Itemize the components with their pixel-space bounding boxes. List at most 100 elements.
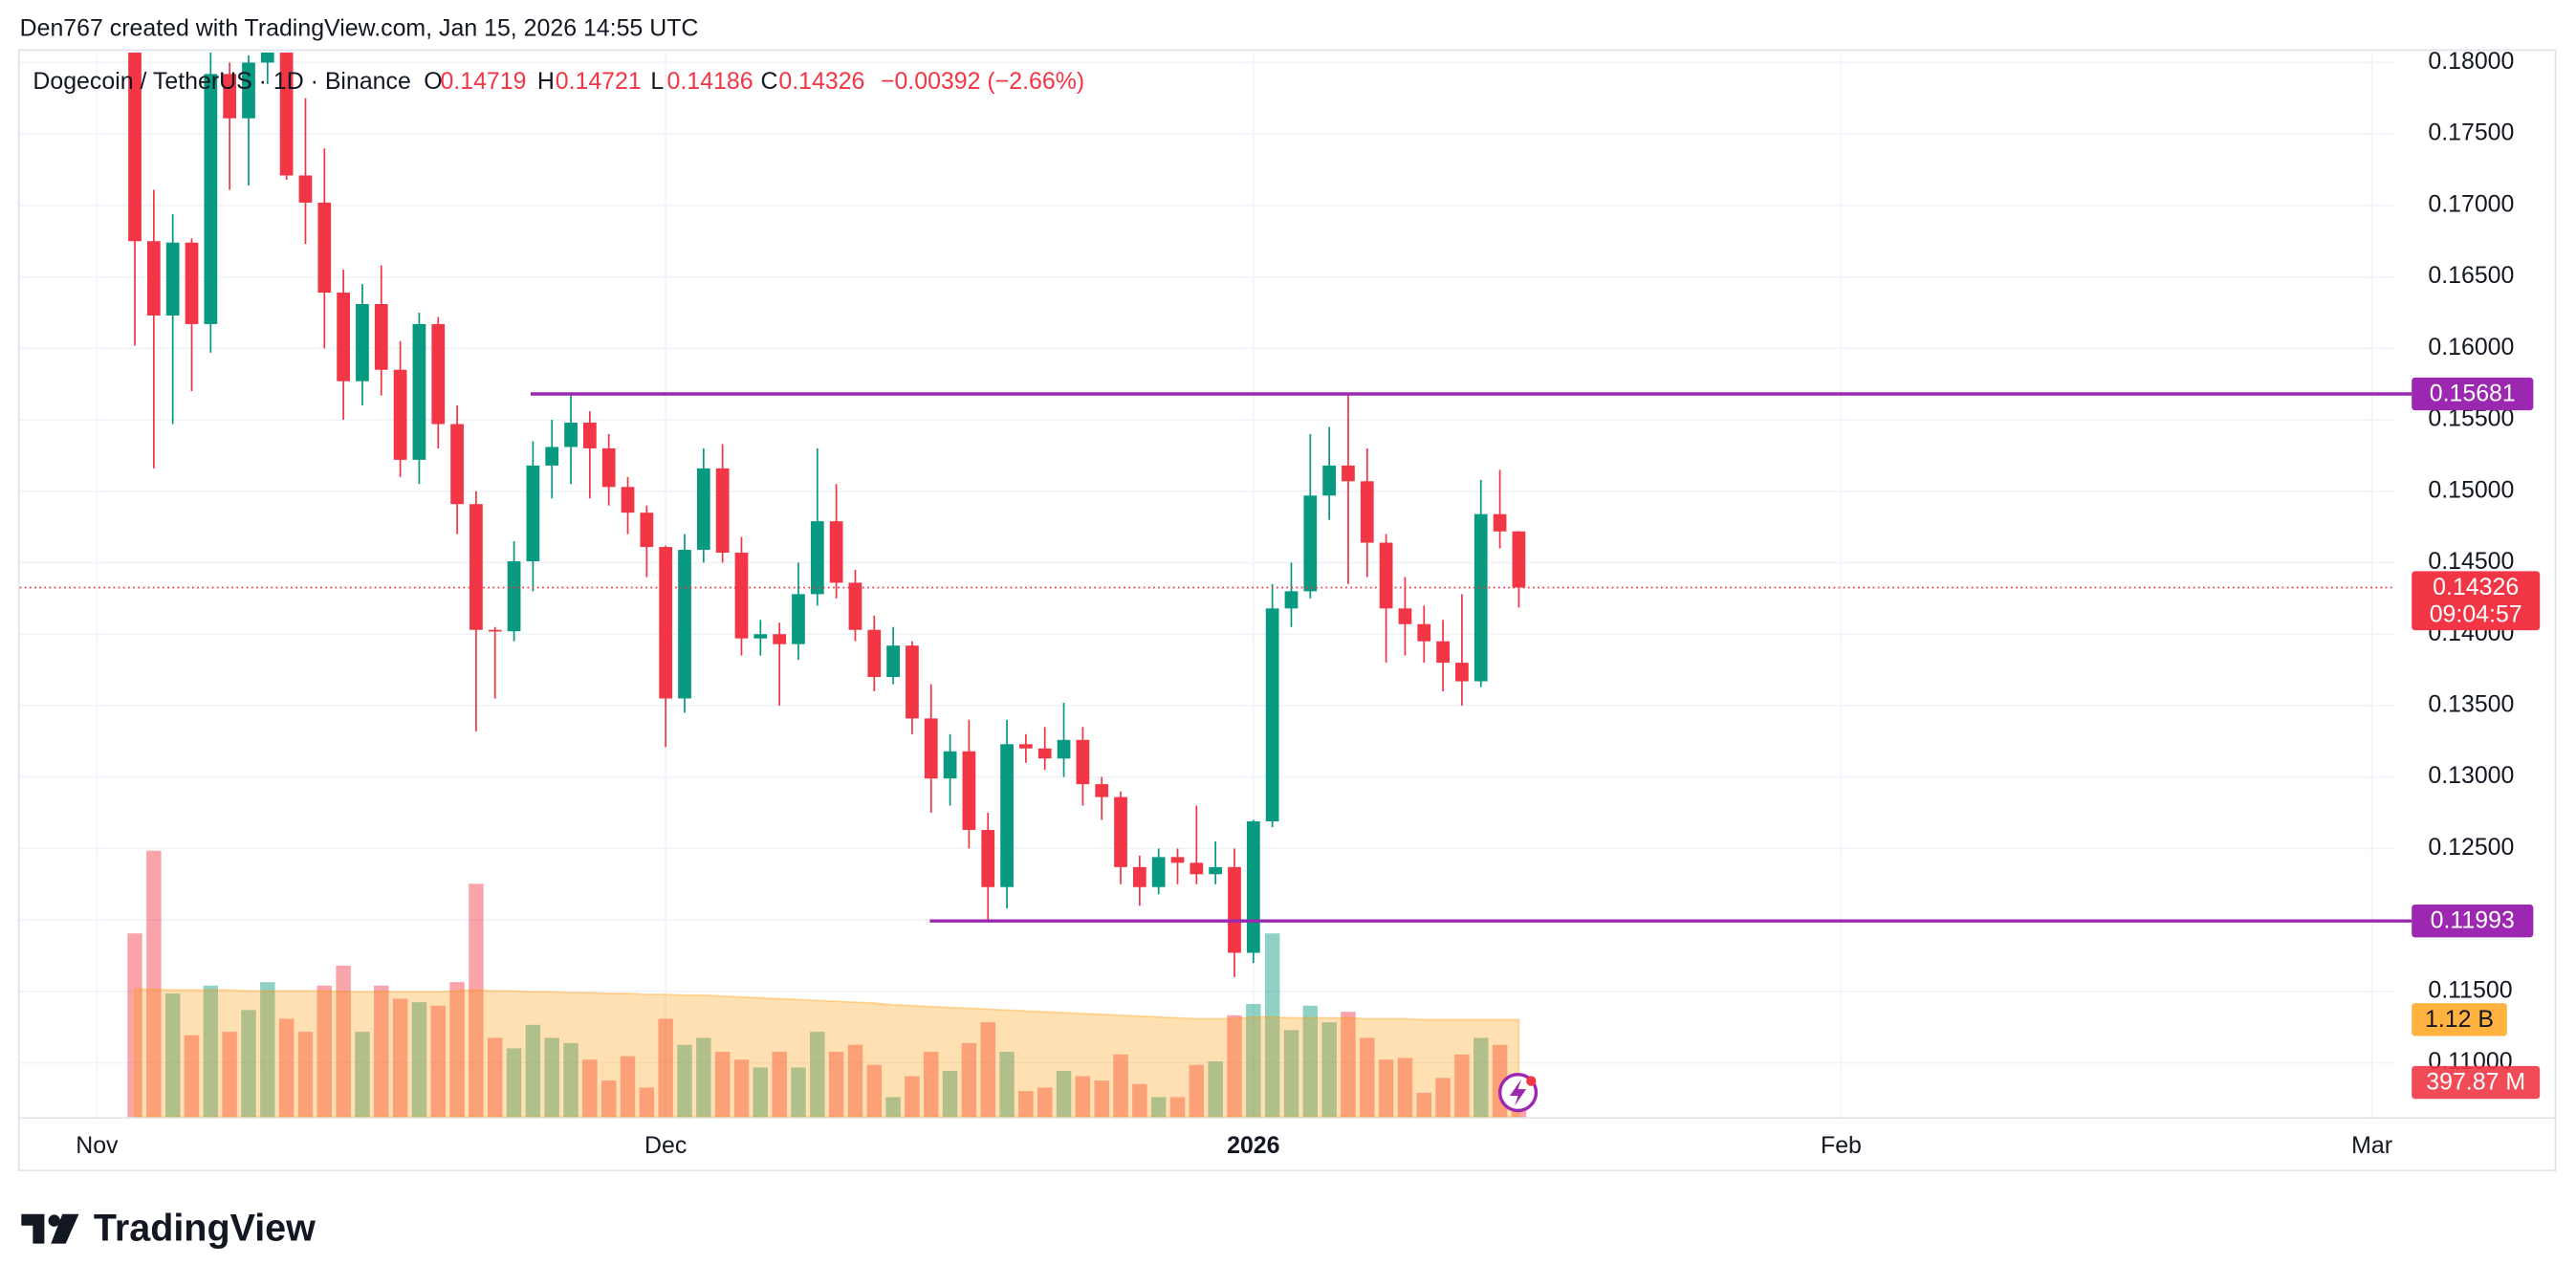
candle-body	[1284, 591, 1299, 609]
volume-bar	[639, 1087, 655, 1118]
volume-bar	[184, 1035, 200, 1118]
legend-symbol: Dogecoin / TetherUS · 1D · Binance	[33, 67, 410, 94]
volume-bar	[620, 1056, 636, 1118]
candle-body	[317, 202, 332, 294]
volume-bar	[203, 985, 219, 1118]
candle-body	[1493, 513, 1507, 532]
candle-body	[1151, 857, 1166, 887]
volume-bar	[222, 1032, 237, 1118]
candle-body	[1398, 608, 1412, 624]
candle-body	[1417, 623, 1431, 642]
candle-body	[507, 561, 521, 632]
candle-body	[867, 629, 882, 678]
legend-high: 0.14721	[556, 67, 642, 94]
volume-bar	[488, 1037, 503, 1118]
volume-bar	[1341, 1012, 1356, 1118]
candle-body	[165, 242, 180, 316]
candle-body	[1360, 481, 1374, 543]
volume-bar	[999, 1052, 1015, 1118]
brand: TradingView	[94, 1207, 316, 1249]
candle-body	[715, 468, 730, 554]
y-tick-label: 0.17500	[2428, 120, 2514, 146]
volume-bar	[791, 1067, 806, 1118]
candle-body	[242, 62, 255, 119]
candle-body	[1114, 796, 1127, 867]
alert-icon[interactable]	[1497, 1072, 1539, 1113]
candle-body	[1057, 739, 1071, 759]
candle-body	[962, 751, 976, 830]
candle-body	[696, 468, 710, 551]
candle-body	[1512, 531, 1526, 588]
volume-bar	[430, 1005, 446, 1118]
candle-body	[450, 424, 464, 505]
volume-bar	[1132, 1083, 1147, 1118]
volume-bar	[1094, 1080, 1109, 1118]
legend-low-label: L	[650, 67, 664, 94]
volume-ma-label-box	[2412, 1003, 2507, 1036]
volume-bar	[1378, 1059, 1394, 1118]
price-label-box	[2412, 571, 2541, 631]
legend-low: 0.14186	[667, 67, 753, 94]
volume-bar	[658, 1018, 673, 1118]
volume-bar	[885, 1097, 901, 1118]
candle-body	[810, 521, 824, 595]
candle-body	[469, 504, 483, 630]
candle-body	[1209, 866, 1223, 875]
volume-bar	[1474, 1037, 1489, 1118]
brand-logo	[21, 1213, 79, 1244]
y-tick-label: 0.16000	[2428, 334, 2514, 360]
volume-bar	[1113, 1054, 1128, 1118]
candle-body	[1342, 465, 1355, 482]
candle-body	[1455, 663, 1469, 682]
candle-body	[753, 634, 768, 639]
y-tick-label: 0.11500	[2428, 976, 2512, 1003]
candle-body	[1019, 744, 1033, 749]
candle-body	[185, 242, 199, 324]
volume-bar	[563, 1042, 579, 1118]
volume-bar	[164, 993, 181, 1118]
candle-body	[337, 293, 350, 382]
candle-body	[829, 521, 843, 583]
logo-slash	[51, 1213, 79, 1244]
candle-body	[356, 304, 369, 382]
y-tick-label: 0.16500	[2428, 262, 2514, 289]
x-tick-label: 2026	[1227, 1132, 1279, 1159]
last-volume-label: 397.87 M	[2426, 1069, 2525, 1096]
volume-bar	[1150, 1097, 1167, 1118]
volume-bar	[714, 1052, 731, 1118]
candle-body	[393, 369, 407, 460]
x-tick-label: Nov	[76, 1132, 119, 1159]
volume-bar	[146, 850, 162, 1118]
volume-bar	[1018, 1091, 1034, 1118]
candle-body	[431, 323, 446, 425]
level-label-box	[2412, 904, 2534, 938]
axes: 0.110000.115000.120000.125000.130000.135…	[76, 48, 2541, 1159]
volume-ma-area	[134, 988, 1520, 1118]
candle-body	[582, 423, 597, 448]
candle-body	[1000, 744, 1014, 887]
volume-bar	[506, 1048, 522, 1118]
volume-bar	[1189, 1064, 1205, 1118]
volume-bar	[1169, 1097, 1186, 1118]
candle-body	[545, 447, 559, 466]
volume-bar	[374, 985, 389, 1118]
level-label-box	[2412, 377, 2534, 411]
volume-bar	[544, 1037, 559, 1118]
y-tick-label: 0.15000	[2428, 476, 2514, 503]
legend-open-label: O	[424, 67, 442, 94]
volume-bar	[1454, 1054, 1470, 1118]
volume-bar	[600, 1080, 617, 1118]
last-volume-label-box	[2412, 1065, 2541, 1100]
volume-bar	[392, 998, 408, 1118]
candle-body	[924, 718, 938, 779]
legend-high-label: H	[537, 67, 555, 94]
volume-bar	[961, 1042, 977, 1118]
price-label: 0.14326	[2433, 574, 2519, 600]
candle-body	[260, 52, 274, 63]
legend-close-label: C	[760, 67, 777, 94]
volume-bar	[1075, 1076, 1091, 1118]
candle-body	[981, 829, 995, 887]
candle-body	[223, 74, 237, 119]
chart-frame	[17, 49, 2557, 1172]
